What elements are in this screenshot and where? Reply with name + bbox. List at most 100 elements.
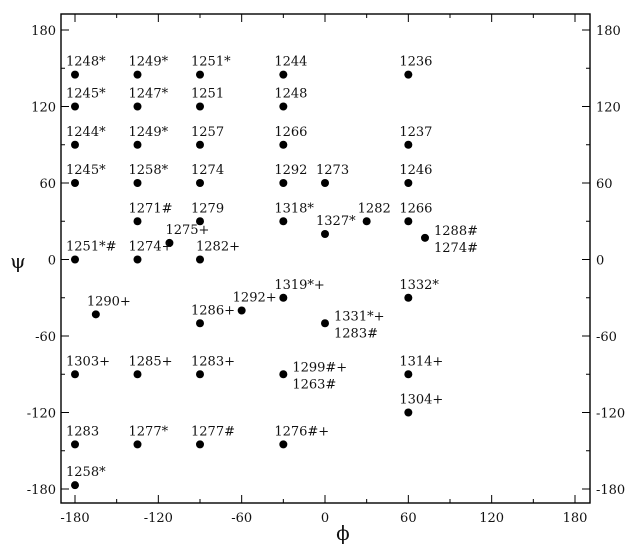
point-label: 1274+ (129, 240, 173, 255)
data-point (134, 141, 142, 149)
point-label: 1266 (274, 125, 307, 140)
x-tick-label: 0 (321, 511, 329, 526)
y-tick-label-left: 180 (31, 24, 56, 39)
point-label: 1299#+ (292, 360, 347, 375)
point-label: 1249* (129, 125, 169, 140)
point-label: 1274# (434, 241, 478, 256)
point-label: 1283 (66, 424, 99, 439)
data-point (279, 294, 287, 302)
x-tick-label: 60 (400, 511, 417, 526)
point-label: 1282+ (196, 240, 240, 255)
data-point (134, 103, 142, 111)
data-point (321, 179, 329, 187)
point-label: 1331*+ (334, 309, 384, 324)
data-point (196, 179, 204, 187)
y-tick-label-left: 120 (31, 101, 56, 116)
data-point (279, 217, 287, 225)
data-point (404, 217, 412, 225)
data-point (196, 256, 204, 264)
data-point (134, 179, 142, 187)
point-label: 1332* (399, 278, 439, 293)
data-point (196, 141, 204, 149)
x-tick-label: 120 (479, 511, 504, 526)
x-tick-label: -60 (231, 511, 252, 526)
point-label: 1246 (399, 163, 432, 178)
data-point (279, 440, 287, 448)
data-point (71, 481, 79, 489)
data-point (321, 230, 329, 238)
point-label: 1318* (274, 201, 314, 216)
point-label: 1283+ (191, 354, 235, 369)
point-label: 1257 (191, 125, 224, 140)
point-label: 1247* (129, 87, 169, 102)
data-point (134, 217, 142, 225)
y-tick-label-right: -180 (596, 483, 625, 498)
point-label: 1277# (191, 424, 235, 439)
point-label: 1285+ (129, 354, 173, 369)
data-point (196, 319, 204, 327)
data-point (71, 179, 79, 187)
point-label: 1314+ (399, 354, 443, 369)
point-label: 1304+ (399, 393, 443, 408)
point-label: 1263# (292, 377, 336, 392)
data-points: 1248* 1249* 1251* 1244 1236 1245* 1247* 1251 124… (66, 55, 478, 490)
data-point (404, 370, 412, 378)
y-tick-label-left: 0 (48, 254, 56, 269)
data-point (404, 294, 412, 302)
data-point (363, 217, 371, 225)
point-label: 1282 (358, 201, 391, 216)
data-point (134, 370, 142, 378)
point-label: 1245* (66, 163, 106, 178)
point-label: 1251*# (66, 240, 116, 255)
point-label: 1237 (399, 125, 432, 140)
point-label: 1236 (399, 55, 432, 70)
point-label: 1288# (434, 224, 478, 239)
point-label: 1292 (274, 163, 307, 178)
x-tick-label: 180 (563, 511, 588, 526)
point-label: 1319*+ (274, 278, 324, 293)
data-point (238, 307, 246, 315)
y-tick-label-right: -60 (596, 330, 617, 345)
y-tick-label-right: 180 (596, 24, 621, 39)
point-label: 1276#+ (274, 424, 329, 439)
point-label: 1244 (274, 55, 307, 70)
point-label: 1258* (66, 465, 106, 480)
point-label: 1279 (191, 201, 224, 216)
point-label: 1266 (399, 201, 432, 216)
data-point (71, 141, 79, 149)
point-label: 1273 (316, 163, 349, 178)
point-label: 1274 (191, 163, 224, 178)
data-point (71, 440, 79, 448)
y-tick-label-left: -60 (35, 330, 56, 345)
y-axis-title: ψ (10, 249, 26, 273)
point-label: 1290+ (87, 294, 131, 309)
data-point (71, 71, 79, 79)
data-point (279, 141, 287, 149)
point-label: 1251* (191, 55, 231, 70)
point-label: 1327* (316, 214, 356, 229)
data-point (404, 179, 412, 187)
y-tick-label-left: 60 (39, 177, 56, 192)
y-tick-label-left: -180 (27, 483, 56, 498)
data-point (196, 370, 204, 378)
data-point (404, 71, 412, 79)
point-label: 1271# (129, 201, 173, 216)
x-axis-title: ϕ (336, 521, 350, 545)
point-label: 1277* (129, 424, 169, 439)
y-tick-label-right: 60 (596, 177, 613, 192)
data-point (71, 103, 79, 111)
data-point (134, 440, 142, 448)
x-tick-label: -180 (60, 511, 89, 526)
point-label: 1292+ (233, 291, 277, 306)
y-tick-label-right: 120 (596, 101, 621, 116)
point-label: 1248* (66, 55, 106, 70)
data-point (321, 319, 329, 327)
data-point (134, 71, 142, 79)
data-point (71, 256, 79, 264)
point-label: 1303+ (66, 354, 110, 369)
data-point (279, 71, 287, 79)
data-point (196, 71, 204, 79)
point-label: 1251 (191, 87, 224, 102)
point-label: 1283# (334, 326, 378, 341)
